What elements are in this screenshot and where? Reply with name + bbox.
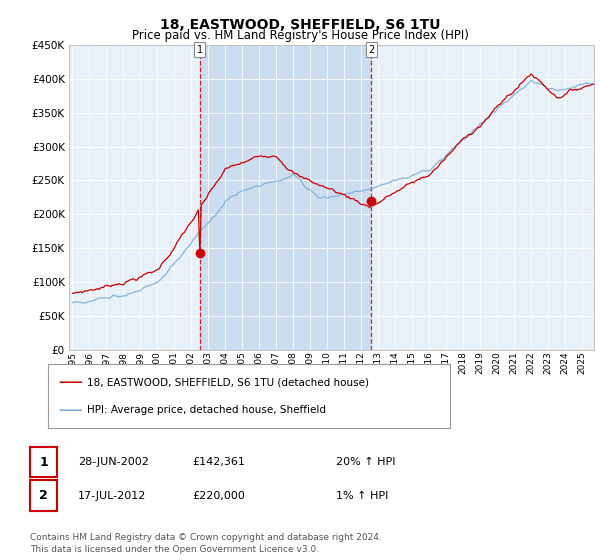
- Text: Price paid vs. HM Land Registry's House Price Index (HPI): Price paid vs. HM Land Registry's House …: [131, 29, 469, 42]
- Text: 17-JUL-2012: 17-JUL-2012: [78, 491, 146, 501]
- Text: 1: 1: [39, 455, 48, 469]
- Text: HPI: Average price, detached house, Sheffield: HPI: Average price, detached house, Shef…: [87, 405, 326, 416]
- Text: 2: 2: [39, 489, 48, 502]
- Text: 1: 1: [197, 45, 203, 55]
- Text: 1% ↑ HPI: 1% ↑ HPI: [336, 491, 388, 501]
- Text: Contains HM Land Registry data © Crown copyright and database right 2024.
This d: Contains HM Land Registry data © Crown c…: [30, 533, 382, 554]
- Text: ——: ——: [59, 376, 83, 389]
- Text: ——: ——: [59, 404, 83, 417]
- Text: 2: 2: [368, 45, 374, 55]
- Bar: [200, 45, 371, 350]
- Text: 28-JUN-2002: 28-JUN-2002: [78, 457, 149, 467]
- Text: 20% ↑ HPI: 20% ↑ HPI: [336, 457, 395, 467]
- Text: £220,000: £220,000: [192, 491, 245, 501]
- Text: 18, EASTWOOD, SHEFFIELD, S6 1TU: 18, EASTWOOD, SHEFFIELD, S6 1TU: [160, 18, 440, 32]
- Text: 18, EASTWOOD, SHEFFIELD, S6 1TU (detached house): 18, EASTWOOD, SHEFFIELD, S6 1TU (detache…: [87, 377, 369, 387]
- Text: £142,361: £142,361: [192, 457, 245, 467]
